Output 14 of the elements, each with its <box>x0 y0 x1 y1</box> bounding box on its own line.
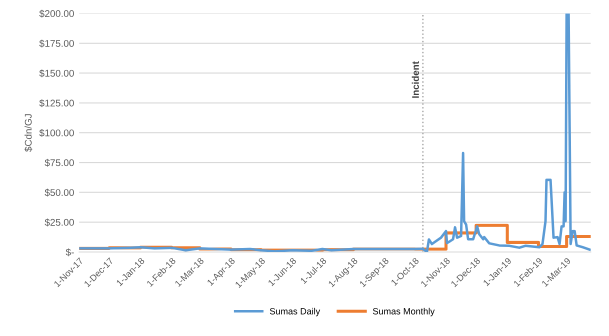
y-tick-label: $75.00 <box>44 158 74 167</box>
y-tick-label: $25.00 <box>44 218 74 226</box>
y-tick-label: $50.00 <box>44 188 74 197</box>
y-tick-label: $100.00 <box>39 129 74 137</box>
y-axis-title: $Cdn/GJ <box>24 114 32 152</box>
ref-line-label: Incident <box>412 61 419 98</box>
legend-label: Sumas Daily <box>270 308 320 316</box>
legend-label: Sumas Monthly <box>372 308 435 316</box>
y-tick-label: $- <box>66 248 74 256</box>
line-series <box>79 13 591 252</box>
y-tick-label: $125.00 <box>39 99 74 108</box>
y-tick-label: $150.00 <box>39 69 74 78</box>
y-tick-label: $175.00 <box>39 40 74 48</box>
y-tick-label: $200.00 <box>39 10 74 18</box>
